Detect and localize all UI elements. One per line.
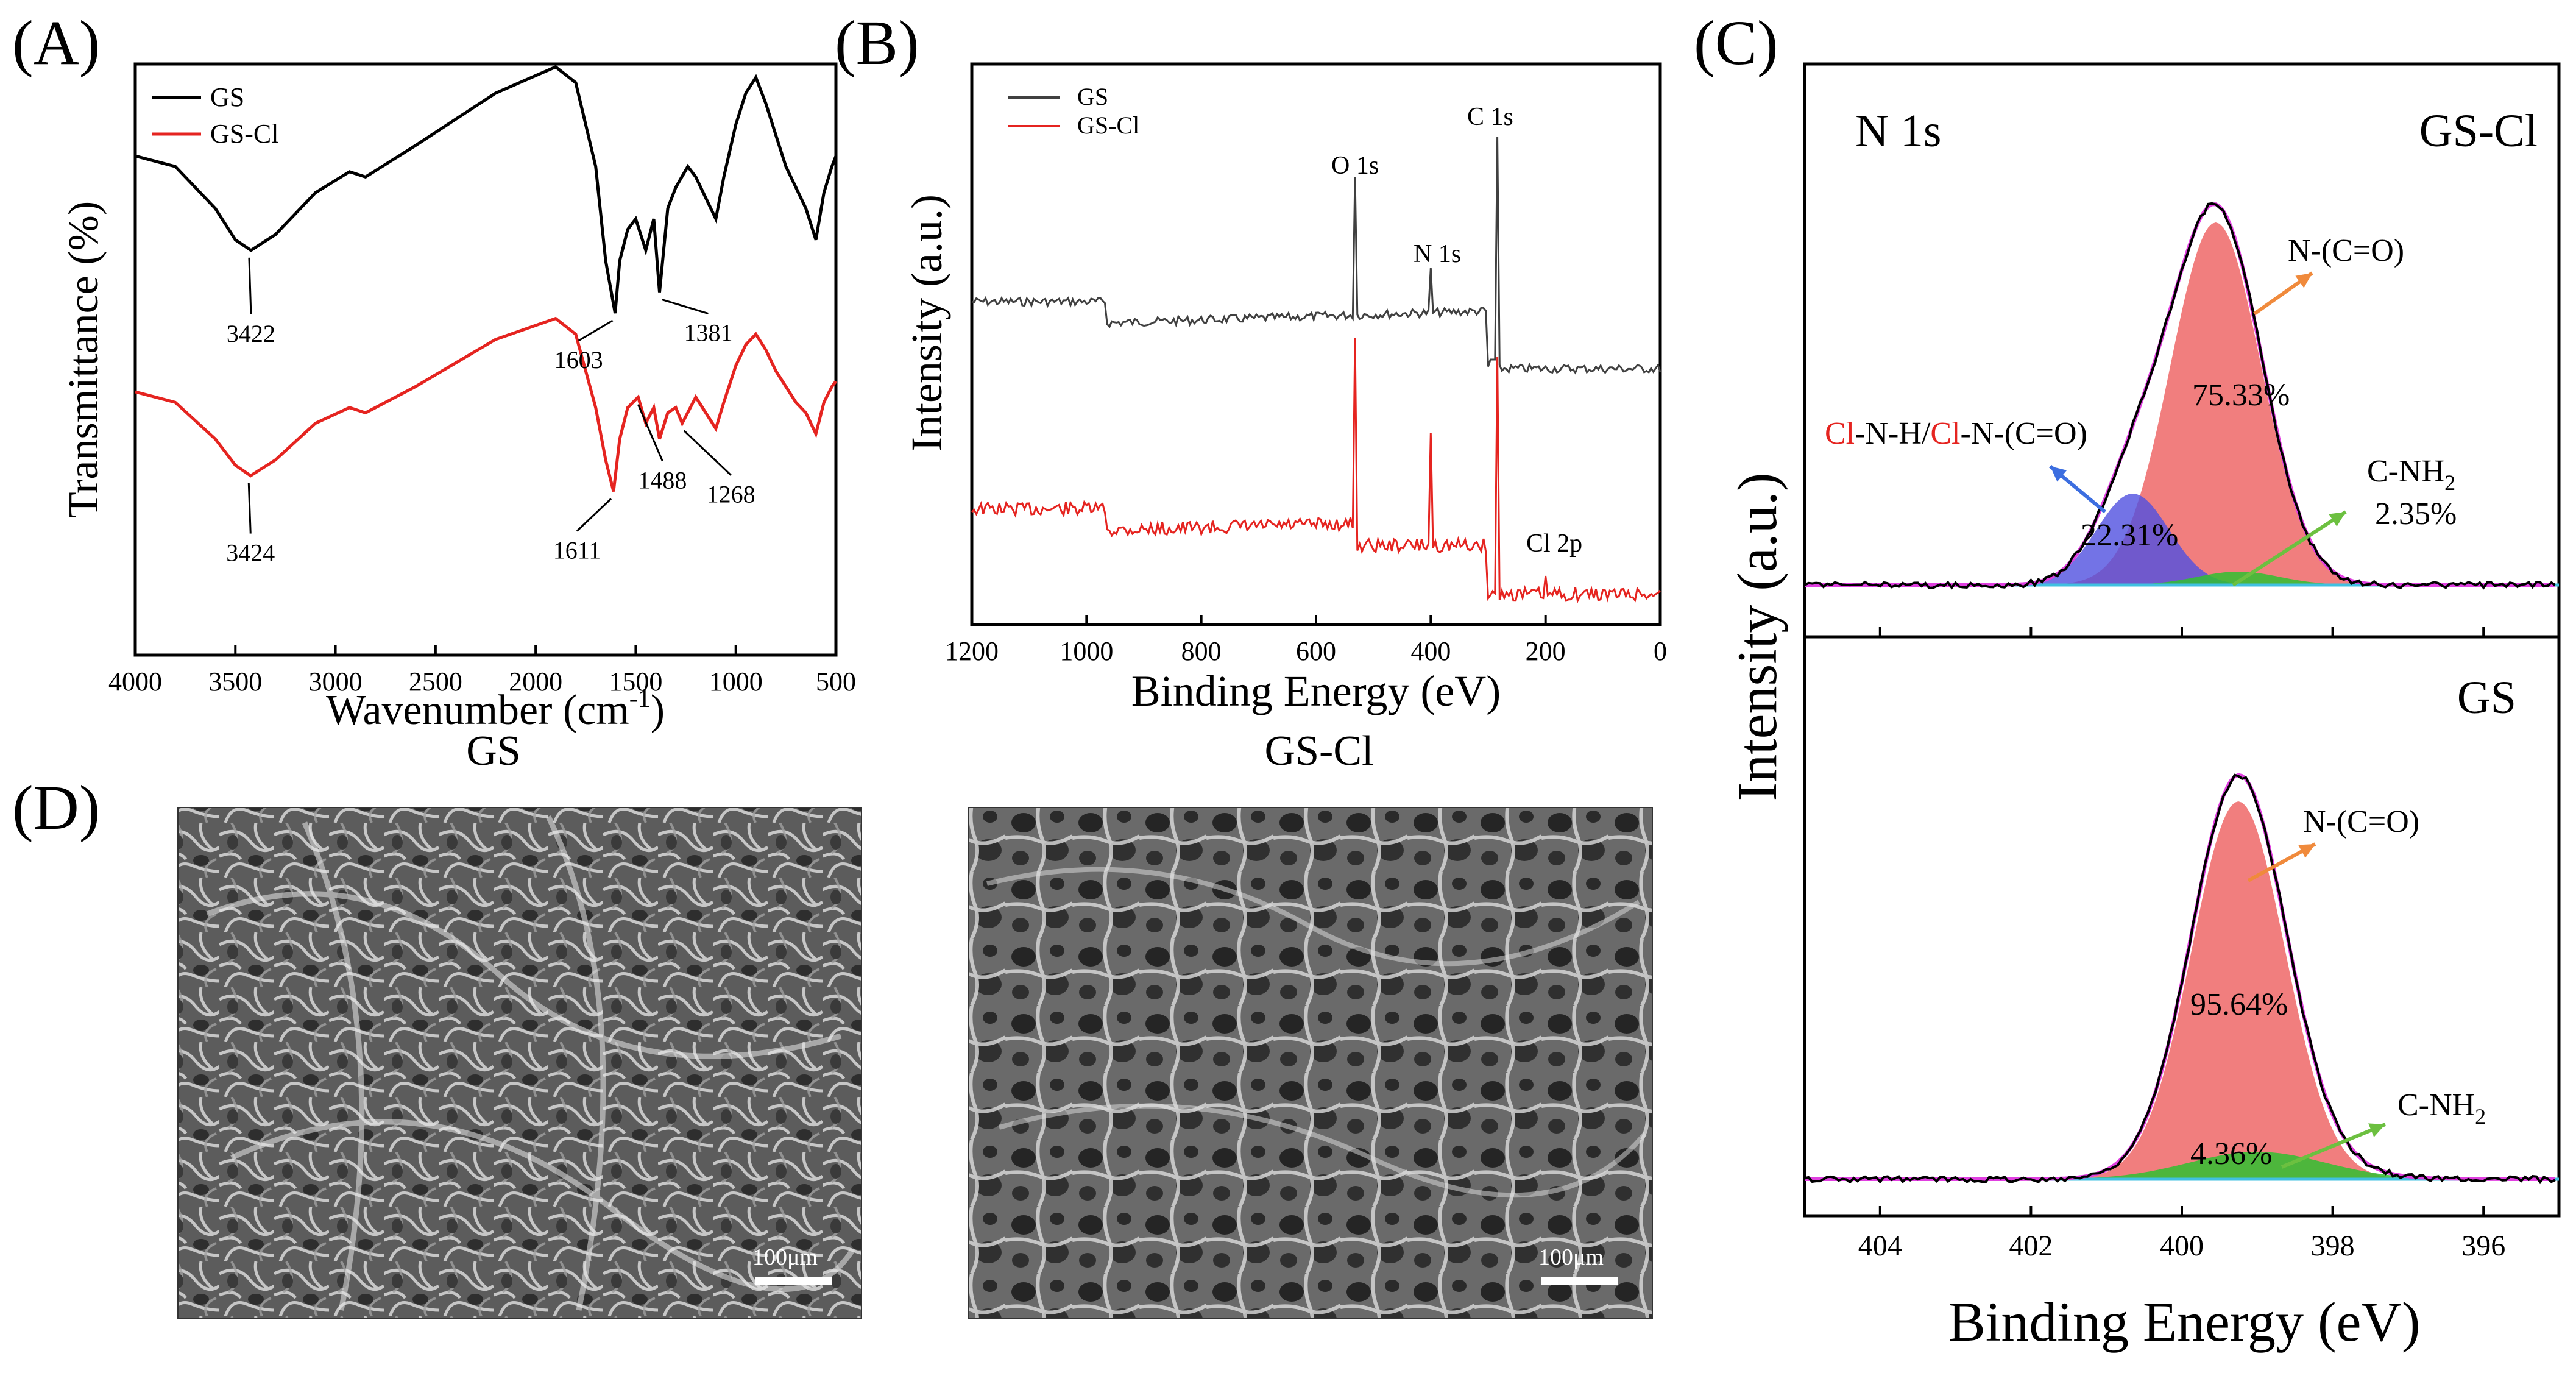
series-line-gscl <box>135 316 837 492</box>
legend-label-gscl: GS-Cl <box>210 119 278 149</box>
annotation-arrow <box>578 319 614 342</box>
x-tick-label: 396 <box>2461 1230 2505 1262</box>
scale-text-gscl: 100μm <box>1538 1244 1604 1270</box>
panel-b-xlabel: Binding Energy (eV) <box>1131 667 1501 715</box>
panel-label-c: (C) <box>1694 8 1778 78</box>
component-c-nh2 <box>1805 1152 2559 1179</box>
pct-cl-top: 22.31% <box>2081 518 2178 553</box>
subpanel-label-gs: GS <box>2457 672 2516 723</box>
x-tick-label: 3000 <box>309 667 363 697</box>
x-tick-label: 398 <box>2311 1230 2355 1262</box>
x-tick-label: 2500 <box>409 667 462 697</box>
x-tick-label: 400 <box>2160 1230 2204 1262</box>
sem-image-gscl: 100μm <box>968 807 1653 1319</box>
legend-label-gs: GS <box>210 82 244 112</box>
x-tick-label: 0 <box>1654 636 1667 666</box>
panel-a-ylabel: Transmittance (%) <box>60 201 107 518</box>
annotation-1611: 1611 <box>553 536 601 564</box>
peak-label-cl2p: Cl 2p <box>1526 530 1582 558</box>
x-tick-label: 1500 <box>609 667 662 697</box>
annotation-arrow <box>247 483 252 534</box>
pct-nco-top: 75.33% <box>2192 378 2290 413</box>
x-tick-label: 404 <box>1858 1230 1902 1262</box>
panel-a-frame <box>133 62 838 657</box>
pct-nco-bottom: 95.64% <box>2190 987 2288 1022</box>
x-tick-label: 400 <box>1410 636 1451 666</box>
annotation-arrow <box>576 498 612 532</box>
annotation-3422: 3422 <box>227 320 275 347</box>
label-nco-bottom: N-(C=O) <box>2303 804 2419 839</box>
x-tick-label: 2000 <box>509 667 562 697</box>
x-tick-label: 3500 <box>208 667 262 697</box>
x-tick-label: 1000 <box>1060 636 1113 666</box>
scale-bar-gscl <box>1541 1277 1618 1285</box>
annotation-1603: 1603 <box>554 346 603 374</box>
annotation-1381: 1381 <box>684 319 733 347</box>
component-c-nh2 <box>1805 572 2559 585</box>
sem-title-gscl: GS-Cl <box>1265 728 1374 775</box>
x-tick-label: 200 <box>1526 636 1566 666</box>
x-tick-label: 402 <box>2009 1230 2053 1262</box>
annotation-arrow <box>248 257 252 314</box>
series-line-gscl <box>971 338 1661 604</box>
sem-title-gs: GS <box>466 728 520 775</box>
component-n-co <box>1805 801 2559 1179</box>
panel-label-b: (B) <box>835 8 919 78</box>
label-nh2-bottom: C-NH2 <box>2397 1088 2486 1129</box>
legend-label-gscl: GS-Cl <box>1077 112 1139 139</box>
annotation-3424: 3424 <box>226 539 275 567</box>
panel-a-chart: 3422 1603 1381 3424 1611 1488 1268 4000 3500 300… <box>60 62 856 734</box>
peak-label-c1s: C 1s <box>1467 103 1513 131</box>
arrow-cl-top-head <box>2050 466 2067 482</box>
x-tick-label: 1200 <box>945 636 999 666</box>
legend-label-gs: GS <box>1077 83 1108 110</box>
panel-b-ylabel: Intensity (a.u.) <box>902 194 951 452</box>
x-tick-label: 4000 <box>108 667 162 697</box>
annotation-arrow <box>662 299 709 315</box>
scale-bar-gs <box>755 1277 832 1285</box>
peak-label-n1s: N 1s <box>1414 240 1461 268</box>
label-nh2-top: C-NH2 <box>2367 454 2455 495</box>
component-cl-n <box>1805 494 2559 585</box>
peak-label-o1s: O 1s <box>1331 152 1379 180</box>
sem-image-gs: 100μm <box>177 807 862 1319</box>
x-tick-label: 600 <box>1296 636 1336 666</box>
annotation-1488: 1488 <box>638 467 687 494</box>
arrow-nh2-bottom <box>2281 1123 2387 1169</box>
arrow-nco-bottom-head <box>2298 844 2315 858</box>
annotation-arrow <box>637 404 663 462</box>
arrow-nh2-top <box>2232 510 2347 587</box>
label-nco-top: N-(C=O) <box>2288 233 2404 268</box>
arrow-nh2-bottom-head <box>2368 1123 2385 1137</box>
panel-label-d: (D) <box>12 773 100 843</box>
panel-c-xlabel: Binding Energy (eV) <box>1948 1291 2420 1353</box>
pct-nh2-bottom: 4.36% <box>2190 1137 2272 1171</box>
x-tick-label: 1000 <box>709 667 763 697</box>
subpanel-label-gscl: GS-Cl <box>2419 105 2538 157</box>
panel-c-title: N 1s <box>1855 105 1941 157</box>
arrow-nh2-top-head <box>2329 512 2346 527</box>
component-n-co <box>1805 222 2559 585</box>
raw-data <box>1804 202 2556 590</box>
x-tick-label: 800 <box>1181 636 1222 666</box>
raw-data <box>1804 773 2556 1185</box>
series-line-gs <box>971 137 1661 375</box>
panel-a-xlabel: Wavenumber (cm-1) <box>326 685 665 734</box>
x-tick-label: 500 <box>816 667 856 697</box>
panel-c-chart: 404 402 400 398 396 N 1s GS-Cl GS N-(C=O) 75… <box>1726 62 2561 1353</box>
panel-c-ylabel: Intensity (a.u.) <box>1726 472 1788 801</box>
label-cl-top: Cl-N-H/Cl-N-(C=O) <box>1825 416 2087 451</box>
panel-label-a: (A) <box>12 8 100 78</box>
annotation-1268: 1268 <box>707 481 755 508</box>
panel-b-chart: 1200 1000 800 600 400 200 0 GS GS-Cl O 1s N 1s… <box>902 62 1667 715</box>
scale-text-gs: 100μm <box>752 1244 818 1270</box>
series-line-gs <box>135 65 838 314</box>
pct-nh2-top: 2.35% <box>2375 497 2457 531</box>
arrow-nco-top-head <box>2295 273 2312 288</box>
annotation-arrow <box>683 430 732 476</box>
